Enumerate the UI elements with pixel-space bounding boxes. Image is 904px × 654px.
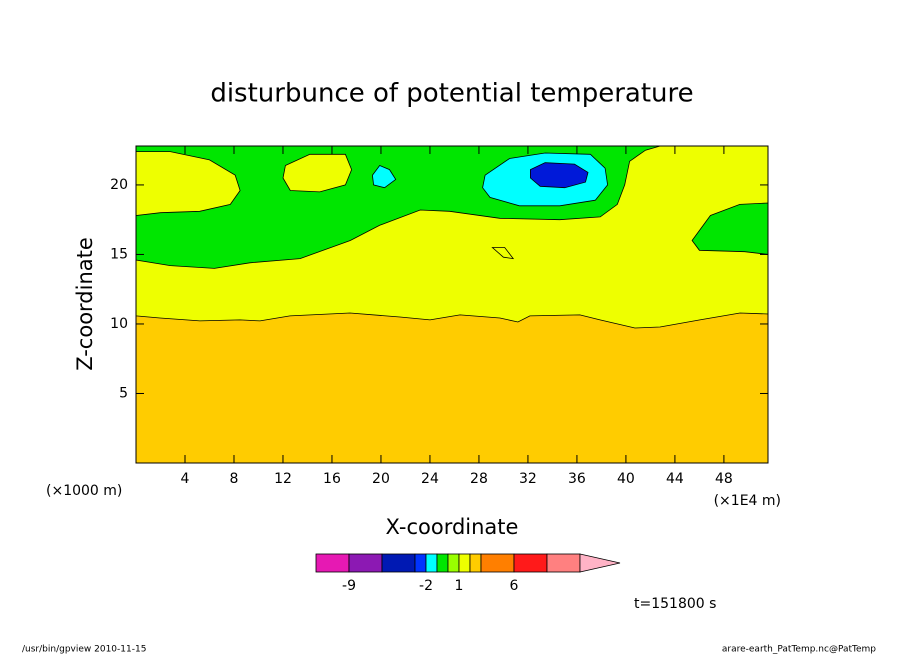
contour-region xyxy=(282,153,353,193)
footer-right: arare-earth_PatTemp.nc@PatTemp xyxy=(722,645,876,654)
x-tick-label: 32 xyxy=(519,471,537,487)
x-tick-label: 36 xyxy=(568,471,586,487)
colorbar-box xyxy=(414,553,427,573)
colorbar-box xyxy=(447,553,460,573)
chart-title: disturbunce of potential temperature xyxy=(210,79,693,109)
colorbar-box xyxy=(458,553,471,573)
x-tick-label: 12 xyxy=(274,471,292,487)
y-tick-label: 5 xyxy=(119,385,128,401)
x-tick-label: 20 xyxy=(372,471,390,487)
colorbar-tick-label: 6 xyxy=(510,578,519,594)
x-tick-label: 8 xyxy=(230,471,239,487)
colorbar-tick-label: -9 xyxy=(342,578,356,594)
y-tick-label: 20 xyxy=(110,177,128,193)
colorbar-box xyxy=(425,553,438,573)
x-unit-right: (×1E4 m) xyxy=(714,493,781,509)
x-tick-label: 44 xyxy=(666,471,684,487)
footer-left: /usr/bin/gpview 2010-11-15 xyxy=(22,645,146,654)
colorbar-box xyxy=(381,553,416,573)
y-tick-label: 10 xyxy=(110,316,128,332)
x-axis-label: X-coordinate xyxy=(386,515,519,539)
colorbar-box xyxy=(513,553,548,573)
colorbar-box xyxy=(436,553,449,573)
colorbar-tick-label: -2 xyxy=(419,578,433,594)
y-axis-label: Z-coordinate xyxy=(73,237,97,371)
contour-region xyxy=(530,162,589,189)
contour-region xyxy=(491,247,515,260)
x-tick-label: 4 xyxy=(181,471,190,487)
colorbar-box xyxy=(315,553,350,573)
x-tick-label: 40 xyxy=(617,471,635,487)
x-tick-label: 28 xyxy=(470,471,488,487)
contour-region xyxy=(371,165,397,189)
colorbar-box xyxy=(480,553,515,573)
x-tick-label: 24 xyxy=(421,471,439,487)
colorbar-box xyxy=(348,553,383,573)
colorbar-tick-label: 1 xyxy=(455,578,464,594)
x-tick-label: 48 xyxy=(715,471,733,487)
x-unit-left: (×1000 m) xyxy=(46,483,122,499)
time-label: t=151800 s xyxy=(634,596,716,612)
colorbar-box xyxy=(469,553,482,573)
contour-region xyxy=(135,151,241,216)
x-tick-label: 16 xyxy=(323,471,341,487)
colorbar-extend xyxy=(579,553,621,573)
y-tick-label: 15 xyxy=(110,246,128,262)
colorbar-box xyxy=(546,553,581,573)
plot-frame xyxy=(135,145,769,464)
